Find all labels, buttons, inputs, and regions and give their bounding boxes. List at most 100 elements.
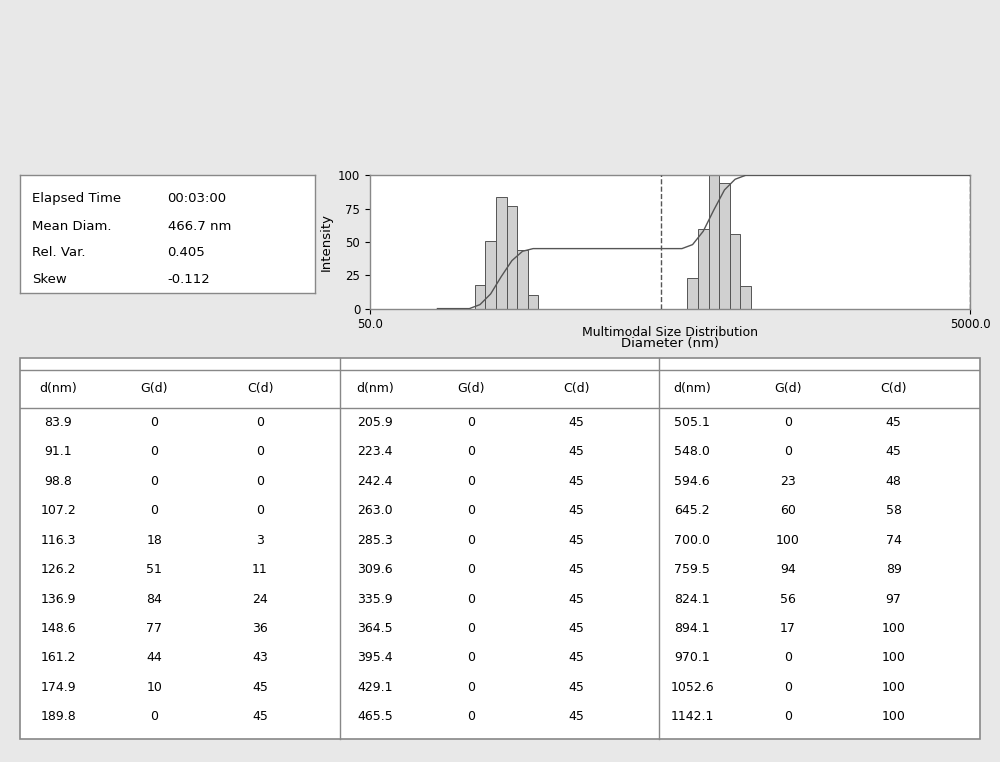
Text: 0: 0 xyxy=(467,475,475,488)
Bar xyxy=(698,229,709,309)
Text: 136.9: 136.9 xyxy=(41,593,76,606)
Text: 242.4: 242.4 xyxy=(357,475,393,488)
Text: C(d): C(d) xyxy=(564,382,590,395)
Text: 126.2: 126.2 xyxy=(41,563,76,576)
Text: 0: 0 xyxy=(467,445,475,458)
Text: 43: 43 xyxy=(252,652,268,664)
Text: 60: 60 xyxy=(780,504,796,517)
Text: 285.3: 285.3 xyxy=(357,533,393,546)
Text: 45: 45 xyxy=(569,710,585,723)
Text: 335.9: 335.9 xyxy=(357,593,393,606)
Text: 0: 0 xyxy=(150,416,158,429)
Text: 100: 100 xyxy=(882,622,906,635)
Text: 429.1: 429.1 xyxy=(357,681,393,694)
Text: 45: 45 xyxy=(569,445,585,458)
Text: 45: 45 xyxy=(886,416,902,429)
Text: Mean Diam.: Mean Diam. xyxy=(32,219,111,232)
Text: 700.0: 700.0 xyxy=(674,533,710,546)
Bar xyxy=(485,241,496,309)
X-axis label: Diameter (nm): Diameter (nm) xyxy=(621,337,719,350)
Text: 161.2: 161.2 xyxy=(41,652,76,664)
Text: 174.9: 174.9 xyxy=(41,681,76,694)
Text: 970.1: 970.1 xyxy=(674,652,710,664)
Text: 58: 58 xyxy=(886,504,902,517)
Text: 45: 45 xyxy=(886,445,902,458)
Bar xyxy=(528,296,538,309)
Text: 100: 100 xyxy=(776,533,800,546)
Text: 116.3: 116.3 xyxy=(41,533,76,546)
Text: C(d): C(d) xyxy=(880,382,907,395)
Text: 84: 84 xyxy=(146,593,162,606)
Text: 0: 0 xyxy=(150,445,158,458)
Text: 74: 74 xyxy=(886,533,902,546)
Text: 45: 45 xyxy=(569,416,585,429)
Text: G(d): G(d) xyxy=(774,382,802,395)
Text: 45: 45 xyxy=(569,533,585,546)
Text: 100: 100 xyxy=(882,681,906,694)
Text: 223.4: 223.4 xyxy=(357,445,393,458)
Bar xyxy=(517,250,528,309)
Text: 48: 48 xyxy=(886,475,902,488)
Text: 1142.1: 1142.1 xyxy=(670,710,714,723)
Text: 0: 0 xyxy=(784,445,792,458)
Text: d(nm): d(nm) xyxy=(673,382,711,395)
Text: 45: 45 xyxy=(569,681,585,694)
Text: 51: 51 xyxy=(146,563,162,576)
Text: 56: 56 xyxy=(780,593,796,606)
Text: 77: 77 xyxy=(146,622,162,635)
Text: 18: 18 xyxy=(146,533,162,546)
Text: 0.405: 0.405 xyxy=(168,245,205,258)
Bar xyxy=(719,183,730,309)
Text: 45: 45 xyxy=(569,475,585,488)
Text: 263.0: 263.0 xyxy=(357,504,393,517)
Text: 0: 0 xyxy=(467,563,475,576)
Text: 0: 0 xyxy=(467,710,475,723)
Text: 505.1: 505.1 xyxy=(674,416,710,429)
Text: -0.112: -0.112 xyxy=(168,273,210,286)
Text: 10: 10 xyxy=(146,681,162,694)
Text: 45: 45 xyxy=(252,681,268,694)
Text: 1052.6: 1052.6 xyxy=(670,681,714,694)
Text: 0: 0 xyxy=(256,504,264,517)
Text: 0: 0 xyxy=(784,710,792,723)
Text: 44: 44 xyxy=(147,652,162,664)
Text: 395.4: 395.4 xyxy=(357,652,393,664)
Text: 309.6: 309.6 xyxy=(357,563,393,576)
Text: 824.1: 824.1 xyxy=(674,593,710,606)
Text: 100: 100 xyxy=(882,652,906,664)
Text: 594.6: 594.6 xyxy=(674,475,710,488)
Text: 0: 0 xyxy=(467,622,475,635)
Text: 0: 0 xyxy=(150,710,158,723)
Text: 466.7 nm: 466.7 nm xyxy=(168,219,231,232)
Bar xyxy=(496,197,507,309)
Text: 100: 100 xyxy=(882,710,906,723)
Text: Elapsed Time: Elapsed Time xyxy=(32,192,121,206)
Text: Rel. Var.: Rel. Var. xyxy=(32,245,85,258)
Text: 0: 0 xyxy=(784,681,792,694)
Text: d(nm): d(nm) xyxy=(356,382,394,395)
Text: 148.6: 148.6 xyxy=(41,622,76,635)
Text: 23: 23 xyxy=(780,475,796,488)
Bar xyxy=(709,175,719,309)
Text: Skew: Skew xyxy=(32,273,67,286)
Text: 0: 0 xyxy=(784,416,792,429)
Text: 17: 17 xyxy=(780,622,796,635)
Bar xyxy=(507,206,517,309)
Text: 0: 0 xyxy=(467,593,475,606)
Bar xyxy=(740,286,751,309)
Text: 107.2: 107.2 xyxy=(41,504,76,517)
Text: 91.1: 91.1 xyxy=(45,445,72,458)
Text: 45: 45 xyxy=(569,622,585,635)
Y-axis label: Intensity: Intensity xyxy=(319,213,332,271)
Text: 97: 97 xyxy=(886,593,902,606)
Text: G(d): G(d) xyxy=(457,382,485,395)
Text: 0: 0 xyxy=(467,681,475,694)
Text: 0: 0 xyxy=(256,475,264,488)
Text: 45: 45 xyxy=(569,504,585,517)
Text: 36: 36 xyxy=(252,622,268,635)
Text: 98.8: 98.8 xyxy=(44,475,72,488)
Text: 465.5: 465.5 xyxy=(357,710,393,723)
Text: 00:03:00: 00:03:00 xyxy=(168,192,227,206)
Text: 94: 94 xyxy=(780,563,796,576)
Text: 0: 0 xyxy=(150,504,158,517)
